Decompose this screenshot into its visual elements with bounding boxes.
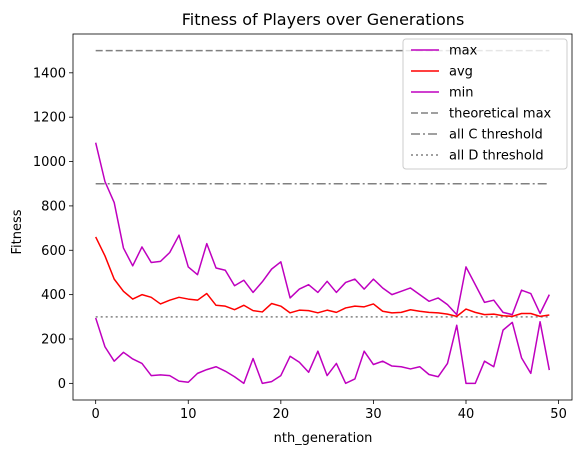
x-tick-label: 50 [550,407,567,422]
legend-label-all-d-threshold: all D threshold [449,149,544,164]
series-min-line [94,317,551,385]
y-tick-label: 400 [41,288,66,303]
legend-label-avg: avg [449,65,473,80]
x-tick-label: 20 [273,407,290,422]
y-tick-label: 1000 [33,155,66,170]
y-tick-label: 0 [58,377,66,392]
axes: 0 10 20 30 40 50 0 200 400 600 800 1000 1200 1400 [33,33,573,422]
legend-label-max: max [449,44,478,59]
x-tick-label: 40 [458,407,475,422]
y-tick-label: 600 [41,244,66,259]
legend-label-min: min [449,86,474,101]
y-tick-label: 800 [41,199,66,214]
plot-area [94,49,551,385]
series-max-line [94,142,550,316]
x-tick-label: 0 [92,407,100,422]
chart-title: Fitness of Players over Generations [182,10,465,29]
plot-frame [72,33,573,401]
legend-box [402,38,568,170]
legend-label-theoretical-max: theoretical max [449,107,552,122]
y-tick-label: 1200 [33,111,66,126]
series-avg-line [95,236,550,318]
x-tick-label: 30 [365,407,382,422]
legend-label-all-c-threshold: all C threshold [449,128,543,143]
legend: max avg min theoretical max all C threshold a… [402,38,568,170]
x-axis-label: nth_generation [274,431,373,446]
y-tick-label: 1400 [33,66,66,81]
y-tick-label: 200 [41,333,66,348]
x-tick-label: 10 [180,407,197,422]
y-axis-label: Fitness [10,209,25,254]
